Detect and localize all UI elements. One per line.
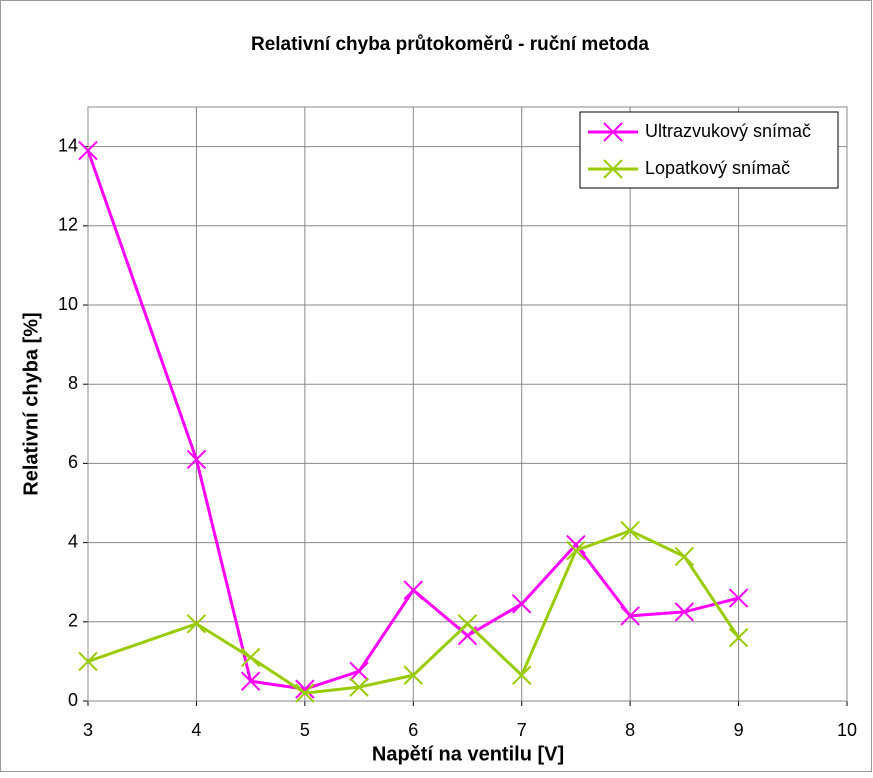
marker: [457, 614, 478, 634]
marker: [295, 683, 315, 703]
y-axis-label: Relativní chyba [%]: [20, 312, 42, 495]
x-axis-label: Napětí na ventilu [V]: [372, 743, 564, 765]
marker: [512, 665, 532, 685]
y-tick-label: 14: [58, 135, 78, 155]
legend-label: Ultrazvukový snímač: [645, 121, 811, 141]
marker: [620, 521, 640, 541]
x-tick-label: 4: [191, 720, 201, 740]
marker: [566, 540, 586, 561]
marker: [78, 651, 98, 672]
x-tick-label: 6: [408, 720, 418, 740]
marker: [674, 602, 695, 622]
marker: [78, 140, 98, 161]
y-tick-label: 12: [58, 215, 78, 235]
y-tick-label: 2: [68, 611, 78, 631]
marker: [620, 606, 640, 626]
series-line: [86, 150, 739, 691]
x-tick-label: 9: [734, 720, 744, 740]
marker: [403, 580, 423, 600]
x-tick-label: 7: [517, 720, 527, 740]
x-tick-label: 3: [83, 720, 93, 740]
marker: [674, 546, 695, 567]
marker: [349, 661, 369, 682]
x-tick-label: 5: [300, 720, 310, 740]
marker: [240, 647, 261, 668]
legend-label: Lopatkový snímač: [645, 158, 790, 178]
marker: [295, 679, 315, 699]
x-tick-label: 8: [625, 720, 635, 740]
y-tick-label: 8: [68, 373, 78, 393]
y-tick-label: 4: [68, 531, 78, 551]
marker: [403, 665, 423, 685]
legend-box: [579, 111, 839, 189]
marker: [512, 594, 532, 614]
y-tick-label: 0: [68, 690, 78, 710]
marker: [240, 671, 261, 691]
marker: [186, 449, 207, 470]
y-tick-label: 10: [58, 294, 78, 314]
legend-marker: [603, 159, 623, 179]
marker: [566, 534, 586, 555]
chart-title: Relativní chyba průtokoměrů - ruční meto…: [251, 34, 649, 55]
x-tick-label: 10: [837, 720, 857, 740]
marker: [186, 614, 207, 634]
marker: [349, 677, 369, 697]
series-line: [87, 529, 740, 695]
marker: [728, 588, 749, 608]
y-tick-label: 6: [68, 452, 78, 472]
plot-border: [87, 106, 848, 702]
marker: [728, 627, 749, 648]
legend-marker: [603, 122, 623, 142]
